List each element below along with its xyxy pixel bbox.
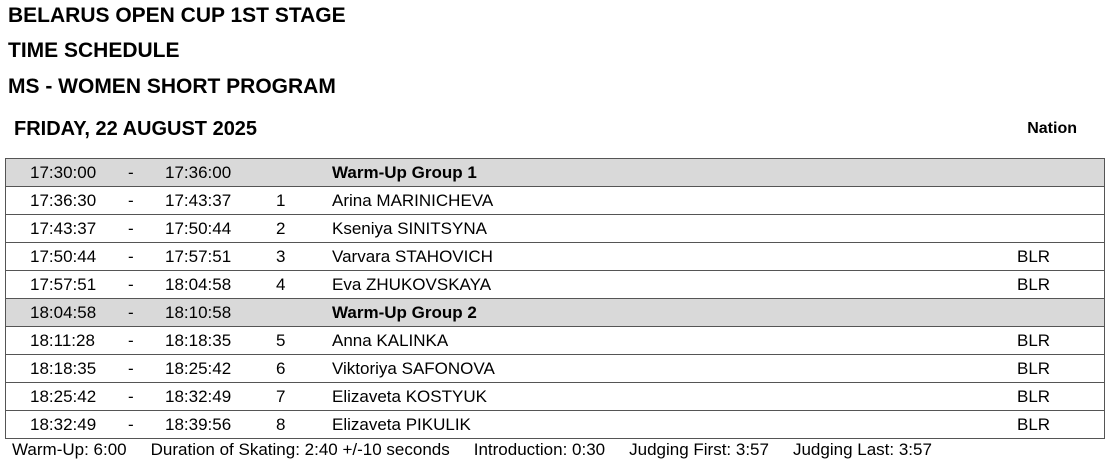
name-cell: Arina MARINICHEVA — [332, 191, 494, 210]
start-cell: 17:50:44 — [30, 247, 97, 266]
sep-cell: - — [128, 163, 134, 182]
end-cell: 17:36:00 — [165, 163, 232, 182]
start-cell: 18:32:49 — [30, 415, 97, 434]
end-cell: 18:04:58 — [165, 275, 232, 294]
sep-cell: - — [128, 247, 134, 266]
nation-cell: BLR — [1017, 387, 1051, 406]
nation-cell: BLR — [1017, 247, 1051, 266]
nation-cell: BLR — [1017, 331, 1051, 350]
footer-item: Judging Last: 3:57 — [792, 440, 932, 459]
title-line: TIME SCHEDULE — [8, 39, 180, 62]
start-cell: 18:18:35 — [30, 359, 97, 378]
footer-item: Warm-Up: 6:00 — [12, 440, 127, 459]
footer-item: Judging First: 3:57 — [629, 440, 769, 459]
start-cell: 17:43:37 — [30, 219, 97, 238]
sep-cell: - — [128, 415, 134, 434]
end-cell: 18:10:58 — [165, 303, 232, 322]
start-cell: 17:57:51 — [30, 275, 97, 294]
start-cell: 18:11:28 — [30, 331, 95, 350]
skater-row: 18:25:42 - 18:32:49 7 Elizaveta KOSTYUK BLR — [5, 383, 1105, 411]
skater-row: 17:50:44 - 17:57:51 3 Varvara STAHOVICH BLR — [5, 243, 1105, 271]
skater-row: 17:36:30 - 17:43:37 1 Arina MARINICHEVA — [5, 187, 1105, 215]
start-cell: 17:30:00 — [30, 163, 97, 182]
end-cell: 18:18:35 — [165, 331, 232, 350]
footer-item: Duration of Skating: 2:40 +/-10 seconds — [150, 440, 450, 459]
nation-cell: BLR — [1017, 275, 1051, 294]
title-line: MS - WOMEN SHORT PROGRAM — [8, 75, 336, 98]
end-cell: 17:57:51 — [165, 247, 232, 266]
name-cell: Eva ZHUKOVSKAYA — [332, 275, 492, 294]
end-cell: 17:50:44 — [165, 219, 232, 238]
no-cell: 1 — [276, 191, 286, 210]
sep-cell: - — [128, 387, 134, 406]
no-cell: 8 — [276, 415, 286, 434]
name-cell: Elizaveta KOSTYUK — [332, 387, 487, 406]
nation-header: Nation — [1027, 120, 1077, 137]
end-cell: 17:43:37 — [165, 191, 232, 210]
title-line: BELARUS OPEN CUP 1ST STAGE — [8, 4, 346, 27]
name-cell: Warm-Up Group 2 — [332, 303, 477, 322]
start-cell: 18:25:42 — [30, 387, 97, 406]
sep-cell: - — [128, 303, 134, 322]
no-cell: 4 — [276, 275, 286, 294]
sep-cell: - — [128, 275, 134, 294]
end-cell: 18:32:49 — [165, 387, 232, 406]
name-cell: Varvara STAHOVICH — [332, 247, 493, 266]
skater-row: 18:18:35 - 18:25:42 6 Viktoriya SAFONOVA BLR — [5, 355, 1105, 383]
skater-row: 17:43:37 - 17:50:44 2 Kseniya SINITSYNA — [5, 215, 1105, 243]
group-row: 17:30:00 - 17:36:00 Warm-Up Group 1 — [5, 159, 1105, 187]
sep-cell: - — [128, 331, 134, 350]
nation-cell: BLR — [1017, 415, 1051, 434]
name-cell: Anna KALINKA — [332, 331, 449, 350]
start-cell: 17:36:30 — [30, 191, 97, 210]
start-cell: 18:04:58 — [30, 303, 97, 322]
name-cell: Viktoriya SAFONOVA — [332, 359, 495, 378]
skater-row: 18:32:49 - 18:39:56 8 Elizaveta PIKULIK BLR — [5, 411, 1105, 439]
end-cell: 18:25:42 — [165, 359, 232, 378]
no-cell: 3 — [276, 247, 286, 266]
skater-row: 18:11:28 - 18:18:35 5 Anna KALINKA BLR — [5, 327, 1105, 355]
name-cell: Warm-Up Group 1 — [332, 163, 477, 182]
no-cell: 5 — [276, 331, 286, 350]
footer-item: Introduction: 0:30 — [473, 440, 606, 459]
nation-cell: BLR — [1017, 359, 1051, 378]
no-cell: 6 — [276, 359, 286, 378]
skater-row: 17:57:51 - 18:04:58 4 Eva ZHUKOVSKAYA BLR — [5, 271, 1105, 299]
name-cell: Elizaveta PIKULIK — [332, 415, 471, 434]
sep-cell: - — [128, 219, 134, 238]
date: FRIDAY, 22 AUGUST 2025 — [14, 118, 258, 140]
footer: Warm-Up: 6:00 Duration of Skating: 2:40 +… — [12, 439, 932, 461]
end-cell: 18:39:56 — [165, 415, 232, 434]
group-row: 18:04:58 - 18:10:58 Warm-Up Group 2 — [5, 299, 1105, 327]
name-cell: Kseniya SINITSYNA — [332, 219, 487, 238]
sep-cell: - — [128, 191, 134, 210]
no-cell: 2 — [276, 219, 286, 238]
no-cell: 7 — [276, 387, 286, 406]
schedule-table: 17:30:00 - 17:36:00 Warm-Up Group 1 17:36:30… — [5, 158, 1105, 439]
sep-cell: - — [128, 359, 134, 378]
